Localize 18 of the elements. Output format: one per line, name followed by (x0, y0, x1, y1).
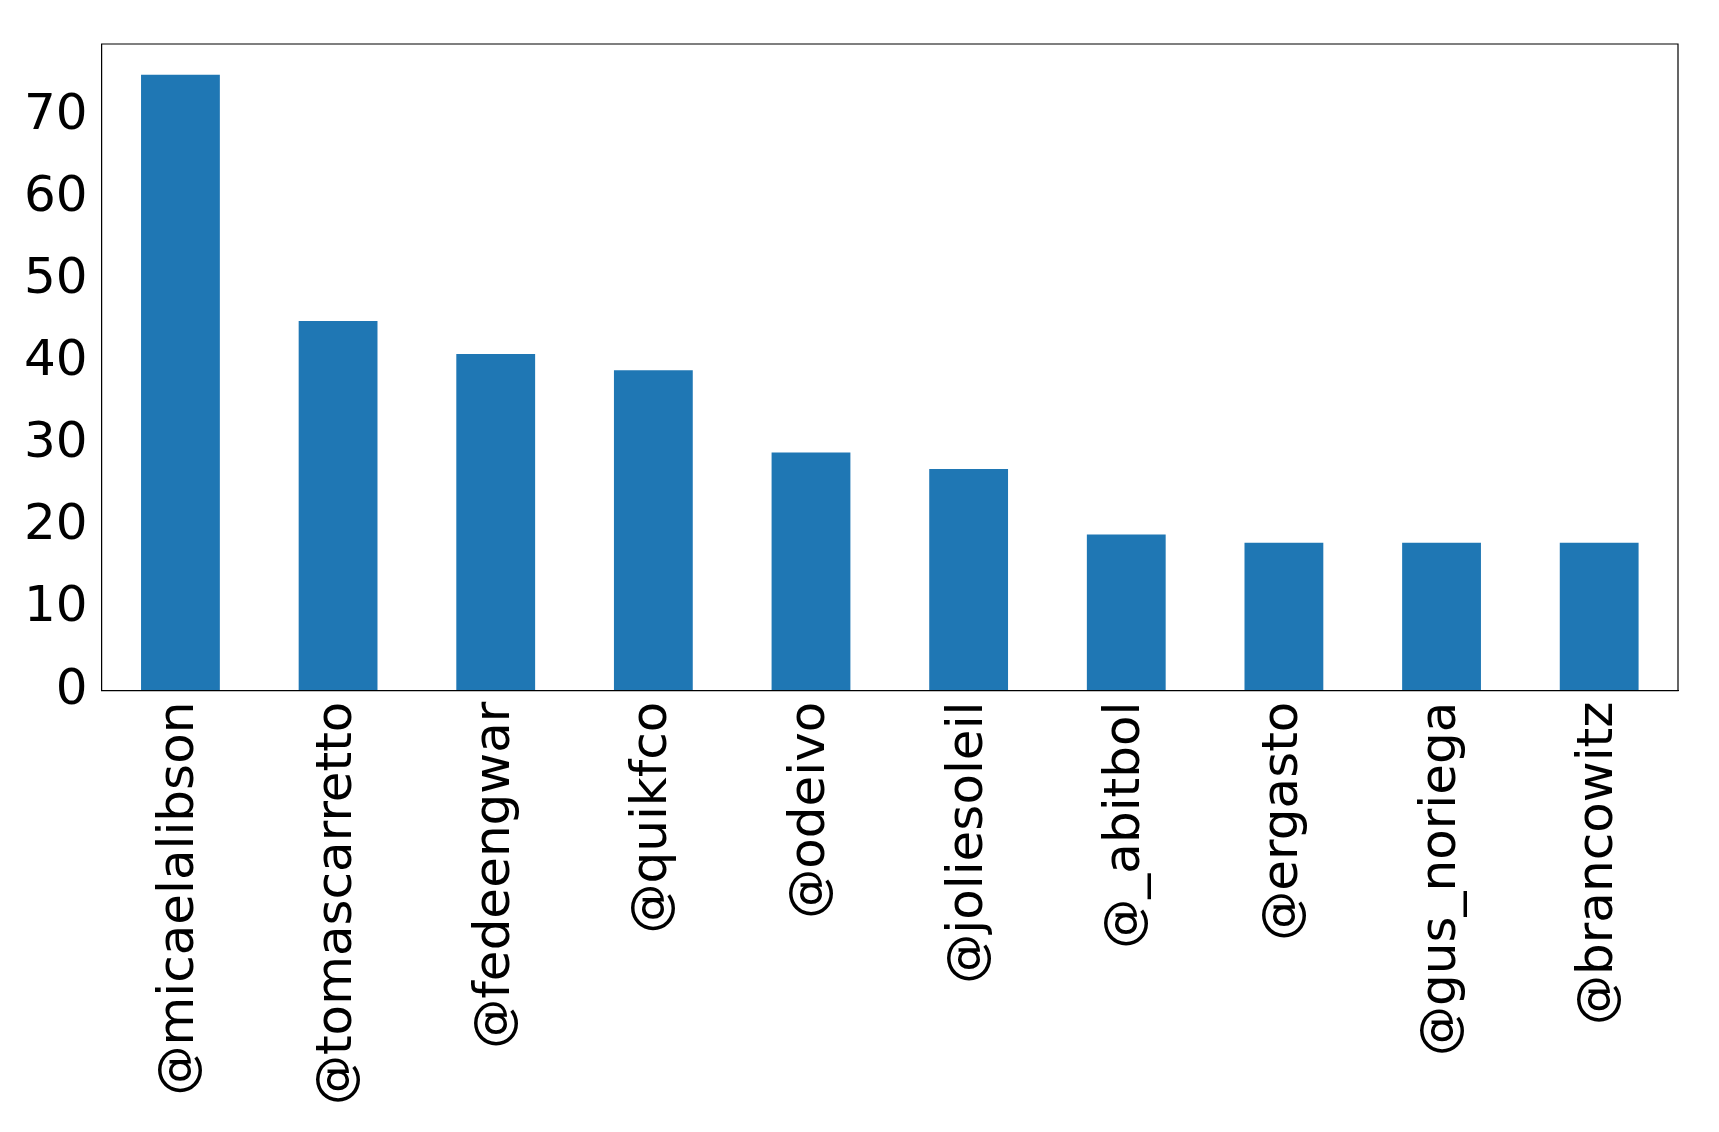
x-tick-label: @gus_noriega (1408, 701, 1467, 1056)
x-tick-label: @tomascarretto (305, 701, 364, 1105)
y-tick-label: 30 (24, 411, 88, 470)
y-tick-label: 10 (24, 575, 88, 634)
y-tick-label: 70 (24, 82, 88, 141)
x-tick-label: @ergasto (1250, 701, 1309, 941)
x-tick-label: @brancowitz (1566, 701, 1625, 1025)
y-tick-label: 50 (24, 247, 88, 306)
y-tick-label: 60 (24, 164, 88, 223)
x-tick-label: @_abitbol (1093, 701, 1152, 949)
y-tick-label: 0 (55, 657, 88, 716)
y-tick-label: 40 (24, 329, 88, 388)
x-tick-label: @joliesoleil (935, 701, 994, 984)
x-tick-label: @micaelalibson (147, 701, 206, 1096)
y-tick-label: 20 (24, 493, 88, 552)
x-tick-label: @odeivo (777, 701, 836, 919)
x-tick-label: @fedeengwar (462, 701, 521, 1049)
x-tick-label: @quikfco (620, 701, 679, 934)
